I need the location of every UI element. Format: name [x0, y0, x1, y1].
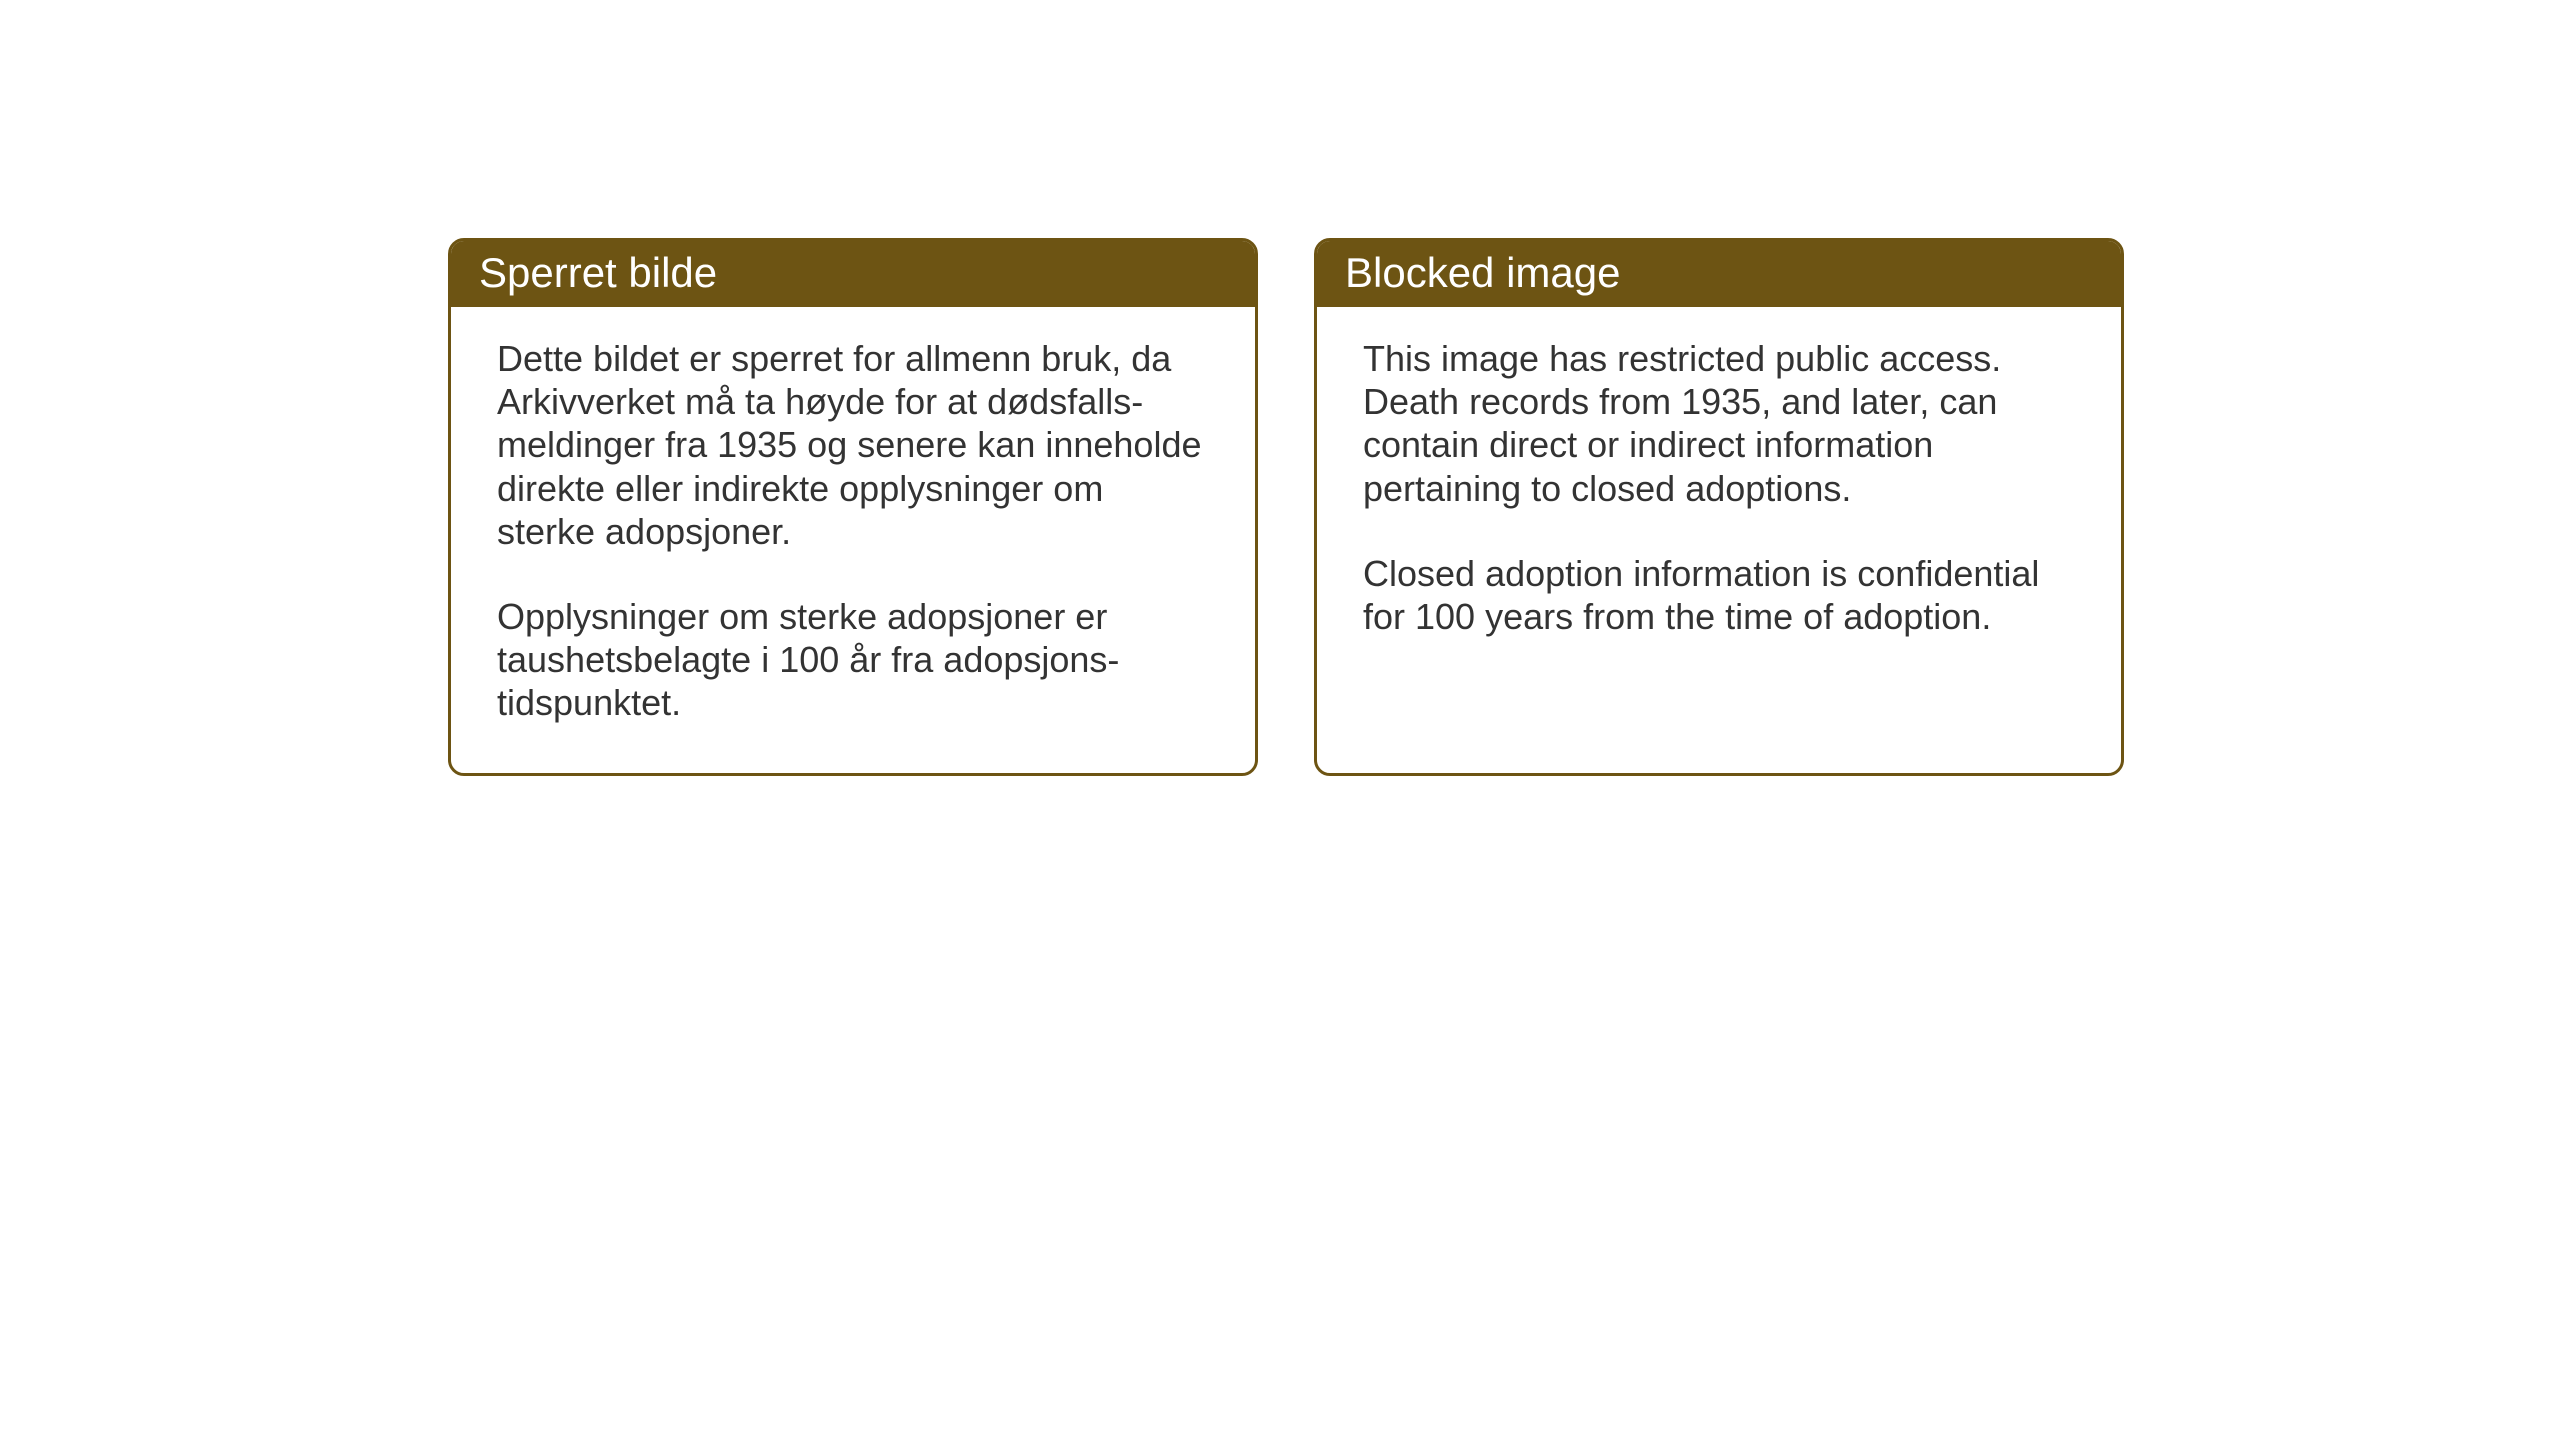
notice-body-english: This image has restricted public access.… [1317, 307, 2121, 686]
notice-body-norwegian: Dette bildet er sperret for allmenn bruk… [451, 307, 1255, 773]
notice-header-norwegian: Sperret bilde [451, 241, 1255, 307]
notice-paragraph-1-english: This image has restricted public access.… [1363, 337, 2075, 510]
notice-header-english: Blocked image [1317, 241, 2121, 307]
notice-card-english: Blocked image This image has restricted … [1314, 238, 2124, 776]
notice-card-norwegian: Sperret bilde Dette bildet er sperret fo… [448, 238, 1258, 776]
notice-paragraph-2-english: Closed adoption information is confident… [1363, 552, 2075, 638]
notice-title-norwegian: Sperret bilde [479, 249, 717, 296]
notice-container: Sperret bilde Dette bildet er sperret fo… [448, 238, 2124, 776]
notice-paragraph-1-norwegian: Dette bildet er sperret for allmenn bruk… [497, 337, 1209, 553]
notice-title-english: Blocked image [1345, 249, 1620, 296]
notice-paragraph-2-norwegian: Opplysninger om sterke adopsjoner er tau… [497, 595, 1209, 725]
